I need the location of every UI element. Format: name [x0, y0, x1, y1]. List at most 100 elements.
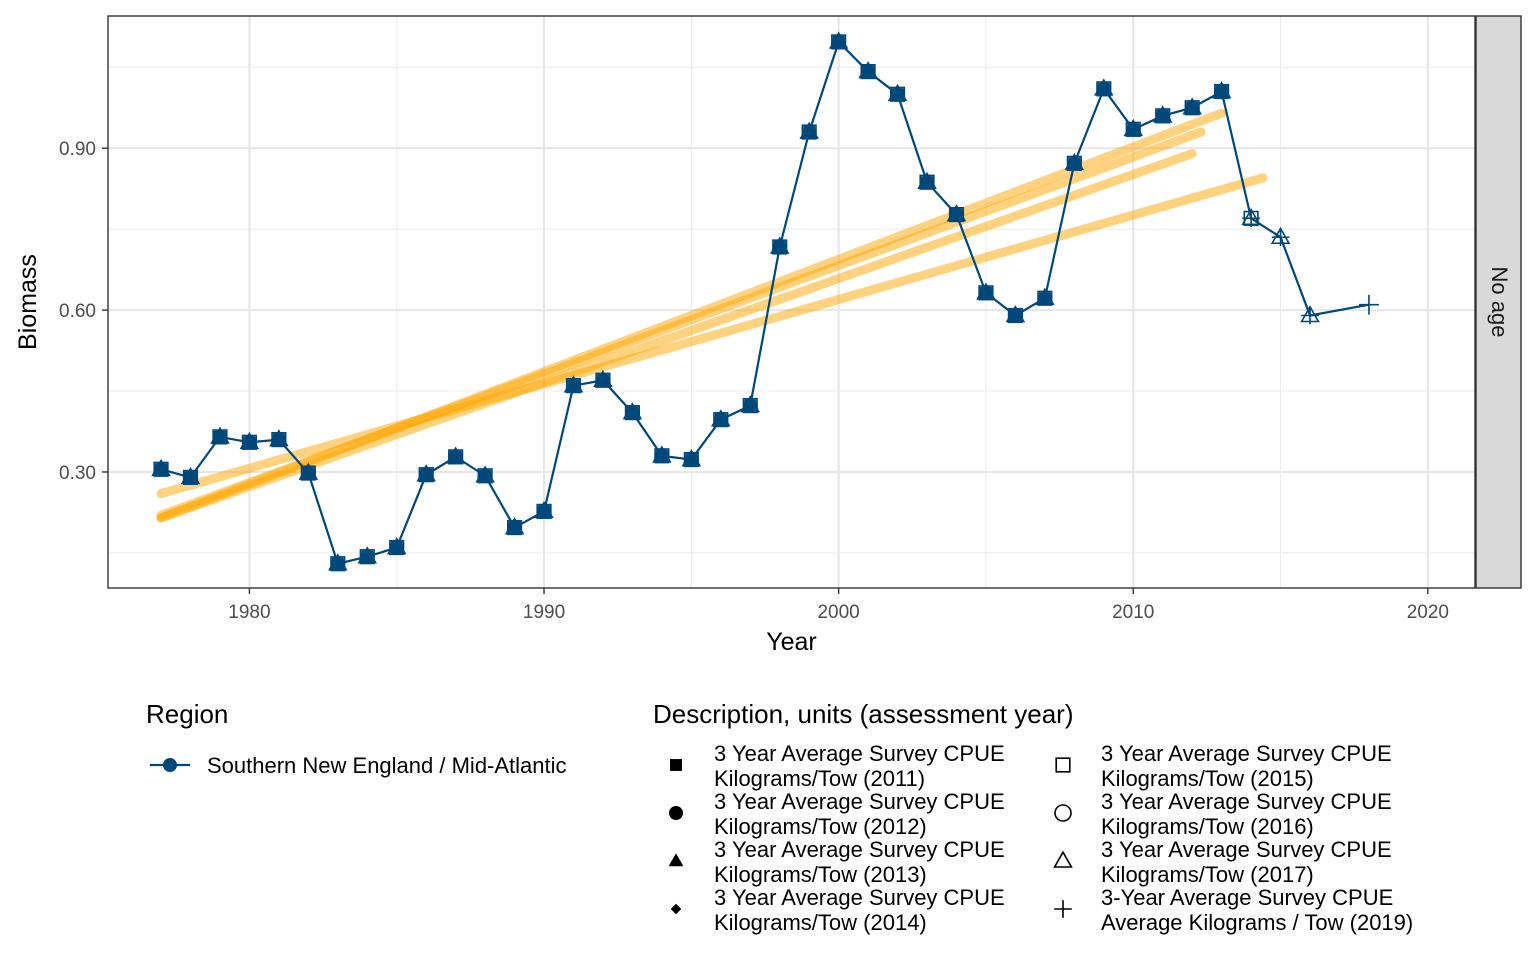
- region-legend-title: Region: [146, 699, 228, 729]
- open-triangle-marker: [946, 204, 967, 222]
- panel-background: [108, 16, 1475, 588]
- data-point: [416, 464, 436, 483]
- y-tick-label: 0.60: [59, 301, 96, 322]
- open-triangle-marker: [1211, 81, 1232, 99]
- data-point: [1270, 226, 1291, 247]
- open-square-marker: [595, 372, 611, 388]
- open-triangle-marker: [740, 395, 761, 413]
- description-legend-item: 3 Year Average Survey CPUEKilograms/Tow …: [670, 885, 1005, 935]
- open-triangle-marker: [1123, 118, 1144, 137]
- filled-circle-marker: [669, 806, 683, 820]
- data-point: [858, 61, 878, 80]
- marker-shape: [357, 546, 378, 564]
- description-legend-item: 3 Year Average Survey CPUEKilograms/Tow …: [670, 741, 1005, 791]
- data-point: [386, 537, 407, 556]
- open-triangle-marker: [445, 446, 466, 464]
- marker-shape: [300, 465, 316, 481]
- open-square-marker: [153, 461, 169, 477]
- open-triangle-marker: [180, 466, 201, 485]
- open-triangle-marker: [1005, 305, 1026, 323]
- marker-shape: [593, 369, 613, 388]
- open-square-marker: [241, 434, 258, 450]
- legend: Region Southern New England / Mid-Atlanti…: [146, 699, 1413, 935]
- panel-border: [107, 15, 1476, 589]
- marker-shape: [1005, 305, 1026, 323]
- open-square-marker: [654, 448, 670, 464]
- marker-shape: [670, 759, 682, 771]
- marker-shape: [1054, 804, 1072, 822]
- data-point: [239, 431, 260, 450]
- data-point: [828, 31, 849, 50]
- strip-label: No age: [1487, 267, 1512, 338]
- open-square-marker: [182, 469, 199, 485]
- open-triangle-marker: [328, 553, 348, 571]
- marker-shape: [180, 466, 201, 485]
- marker-shape: [269, 429, 289, 447]
- legend-line-1: 3 Year Average Survey CPUE: [1101, 837, 1392, 862]
- marker-shape: [740, 395, 761, 413]
- facet-strip: No age: [1475, 15, 1522, 589]
- open-triangle-marker: [917, 171, 937, 190]
- data-point: [1094, 78, 1114, 97]
- data-point: [917, 171, 937, 190]
- data-point: [1359, 294, 1379, 315]
- y-tick-label: 0.90: [59, 139, 96, 160]
- legend-line-2: Kilograms/Tow (2017): [1101, 862, 1314, 887]
- open-triangle-marker: [769, 236, 790, 254]
- marker-shape: [1053, 850, 1073, 868]
- marker-shape: [153, 461, 169, 477]
- open-triangle-marker: [386, 537, 407, 555]
- open-triangle-marker: [1035, 287, 1055, 306]
- legend-line-1: 3 Year Average Survey CPUE: [714, 885, 1005, 910]
- data-point: [711, 409, 731, 428]
- marker-shape: [1182, 97, 1202, 115]
- marker-shape: [182, 469, 199, 485]
- marker-shape: [1055, 757, 1071, 773]
- marker-shape: [210, 426, 230, 444]
- legend-line-1: 3-Year Average Survey CPUE: [1101, 885, 1393, 910]
- data-point: [1300, 305, 1320, 325]
- data-point: [563, 375, 584, 394]
- open-triangle-marker: [976, 282, 996, 300]
- y-tick-label: 0.30: [59, 463, 96, 484]
- marker-shape: [1211, 81, 1232, 99]
- marker-shape: [654, 448, 670, 464]
- plus-marker: [1301, 306, 1319, 325]
- marker-shape: [858, 61, 878, 79]
- trend-line: [156, 149, 1197, 523]
- open-triangle-marker: [1064, 152, 1085, 171]
- open-square-marker: [742, 398, 758, 414]
- open-triangle-marker: [652, 445, 672, 463]
- legend-line-1: 3 Year Average Survey CPUE: [1101, 789, 1392, 814]
- marker-shape: [917, 171, 937, 190]
- marker-shape: [416, 464, 436, 482]
- marker-shape: [328, 553, 348, 571]
- marker-shape: [298, 462, 319, 480]
- marker-shape: [652, 445, 672, 463]
- marker-shape: [978, 285, 994, 301]
- open-triangle-marker: [239, 431, 260, 450]
- open-triangle-marker: [475, 465, 495, 483]
- marker-shape: [595, 372, 611, 388]
- legend-line-2: Kilograms/Tow (2013): [714, 862, 927, 887]
- legend-line-2: Kilograms/Tow (2012): [714, 814, 927, 839]
- x-tick-label: 1990: [523, 602, 565, 623]
- x-tick-label: 2000: [817, 602, 859, 623]
- data-point: [652, 445, 672, 464]
- open-square-marker: [477, 468, 493, 484]
- legend-line-2: Average Kilograms / Tow (2019): [1101, 910, 1413, 935]
- marker-shape: [742, 398, 758, 414]
- y-axis-title: Biomass: [14, 254, 42, 350]
- marker-shape: [563, 375, 584, 393]
- open-triangle-marker: [416, 464, 436, 482]
- data-point: [1064, 152, 1085, 171]
- x-tick-label: 2020: [1407, 602, 1449, 623]
- legend-line-1: 3 Year Average Survey CPUE: [1101, 741, 1392, 766]
- legend-line-2: Kilograms/Tow (2016): [1101, 814, 1314, 839]
- x-tick-label: 1980: [228, 602, 270, 623]
- open-square-marker: [831, 34, 847, 50]
- open-triangle-marker: [210, 426, 230, 444]
- marker-shape: [445, 446, 466, 464]
